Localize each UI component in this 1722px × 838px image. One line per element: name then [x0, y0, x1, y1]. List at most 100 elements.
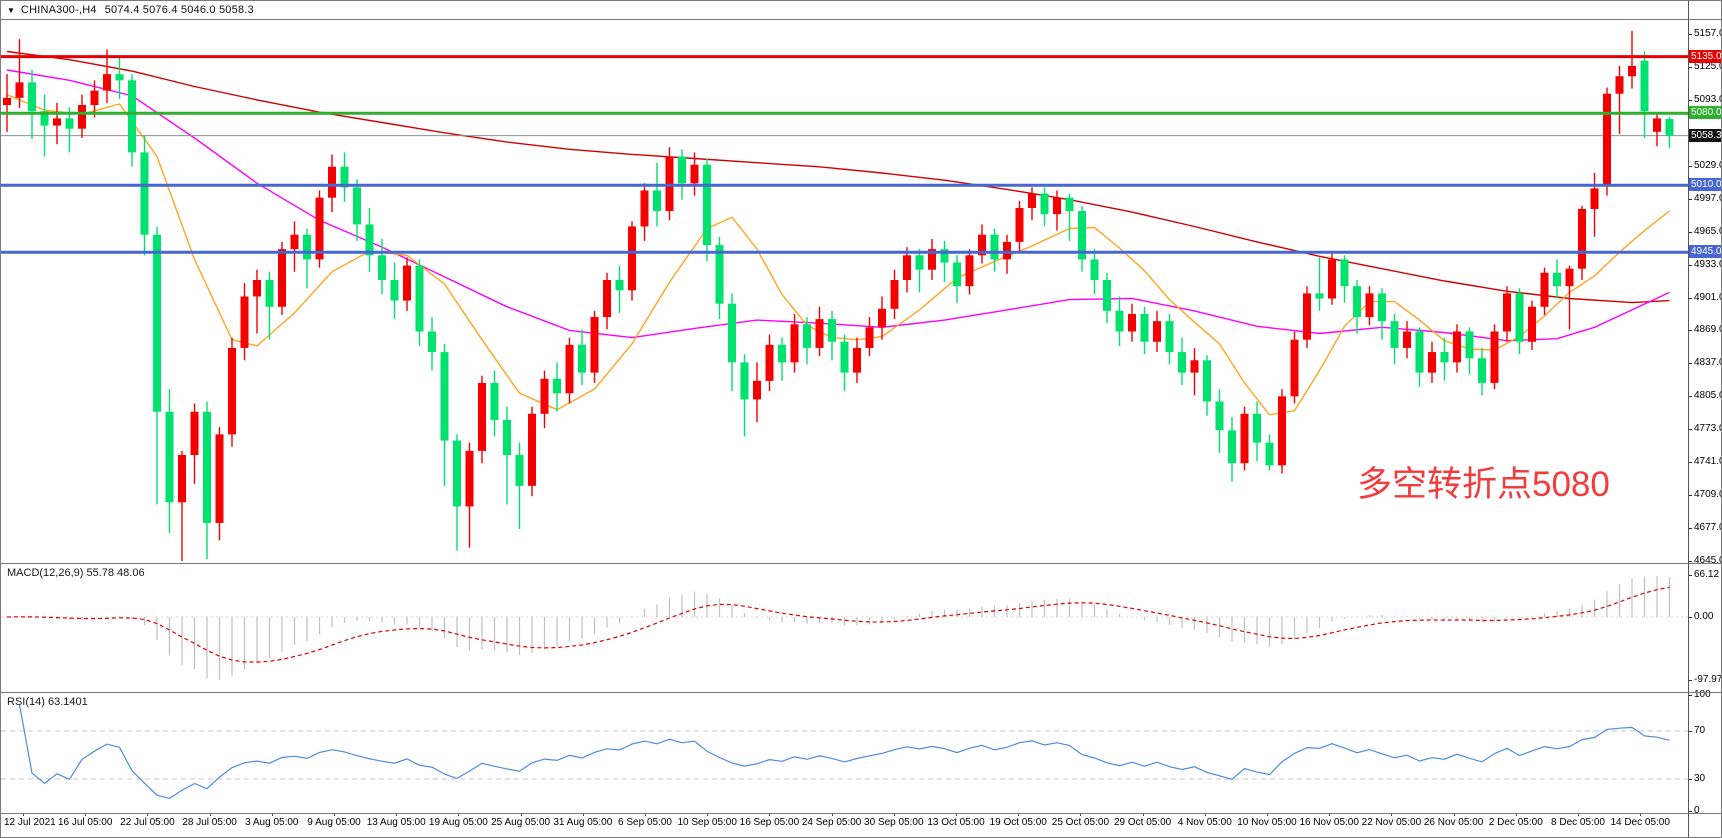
price-tick-label: 5093.0	[1694, 93, 1722, 105]
time-axis-tick	[1329, 813, 1331, 816]
date-label: 19 Oct 05:00	[989, 817, 1047, 828]
macd-signal-line	[6, 586, 1670, 663]
candlestick-series	[3, 30, 1674, 561]
rsi-indicator-label: RSI(14) 63.1401	[7, 696, 88, 708]
price-badge-5010.0: 5010.0	[1689, 178, 1722, 192]
date-label: 16 Sep 05:00	[739, 817, 800, 828]
date-label: 31 Aug 05:00	[553, 817, 613, 828]
rsi-tick-label: 30	[1694, 773, 1706, 784]
price-tick-label: 4773.0	[1694, 423, 1722, 435]
price-axis-tick	[1688, 462, 1692, 464]
date-label: 8 Dec 05:00	[1551, 817, 1605, 828]
date-label: 25 Oct 05:00	[1051, 817, 1110, 828]
price-tick-label: 4741.0	[1694, 456, 1722, 468]
rsi-tick-label: 0	[1694, 805, 1700, 816]
price-axis-tick	[1688, 165, 1692, 167]
time-axis-tick	[1080, 813, 1082, 816]
macd-tick-label: 66.12	[1694, 568, 1720, 580]
price-axis-tick	[1688, 34, 1692, 35]
date-label: 10 Nov 05:00	[1237, 817, 1297, 828]
annotation-text: 多空转折点5080	[1357, 465, 1610, 504]
date-label: 22 Nov 05:00	[1361, 817, 1422, 828]
main-macd-separator	[1, 563, 1721, 564]
rsi-axis-tick	[1688, 695, 1692, 696]
macd-axis-tick	[1688, 679, 1692, 681]
date-label: 10 Sep 05:00	[677, 817, 737, 828]
price-axis-tick	[1688, 528, 1692, 530]
time-axis-tick	[1142, 813, 1144, 816]
rsi-axis-tick	[1688, 779, 1692, 780]
date-label: 4 Nov 05:00	[1177, 817, 1232, 828]
time-axis-tick	[1204, 813, 1206, 816]
date-label: 2 Dec 05:00	[1488, 817, 1543, 828]
date-label: 22 Jul 05:00	[120, 817, 175, 828]
price-axis-tick	[1688, 495, 1692, 497]
time-axis-tick	[1640, 813, 1642, 816]
time-axis-tick	[769, 813, 771, 816]
price-tick-label: 4837.0	[1694, 357, 1722, 369]
time-axis-tick	[582, 813, 584, 816]
time-axis-tick	[1453, 813, 1455, 816]
price-tick-label: 4805.0	[1694, 390, 1722, 402]
date-label: 9 Aug 05:00	[307, 817, 361, 828]
price-axis-tick	[1688, 264, 1692, 266]
price-tick-label: 4709.0	[1694, 489, 1722, 501]
time-axis-tick	[893, 813, 895, 816]
date-label: 26 Nov 05:00	[1423, 817, 1484, 828]
price-axis-tick	[1688, 429, 1692, 431]
slow-ma-line	[6, 50, 1670, 304]
macd-histogram	[18, 576, 1671, 680]
macd-axis-tick	[1688, 574, 1692, 576]
time-axis-tick	[396, 813, 398, 816]
rsi-tick-label: 70	[1694, 725, 1706, 736]
price-axis-tick	[1688, 330, 1692, 332]
price-axis-tick	[1688, 66, 1692, 68]
price-tick-label: 4965.0	[1694, 225, 1722, 237]
rsi-panel[interactable]	[1, 693, 1688, 813]
price-tick-label: 4997.0	[1694, 192, 1722, 204]
price-axis-tick	[1688, 561, 1692, 562]
date-label: 3 Aug 05:00	[245, 817, 299, 828]
time-axis-tick	[520, 813, 522, 816]
time-axis-tick	[1391, 813, 1393, 816]
time-axis-tick	[707, 813, 709, 816]
price-axis-tick	[1688, 363, 1692, 365]
date-label: 25 Aug 05:00	[491, 817, 551, 828]
date-label: 14 Dec 05:00	[1610, 817, 1670, 828]
axis-separator	[1688, 1, 1689, 837]
macd-panel[interactable]	[1, 564, 1688, 692]
time-axis-tick	[209, 813, 211, 816]
macd-indicator-label: MACD(12,26,9) 55.78 48.06	[7, 567, 145, 579]
price-chart-panel[interactable]	[1, 19, 1688, 563]
price-axis-tick	[1688, 396, 1692, 398]
symbol-name: CHINA300-,H4	[20, 4, 97, 16]
time-axis-tick	[85, 813, 87, 816]
date-label: 28 Jul 05:00	[182, 817, 237, 828]
price-tick-label: 4869.0	[1694, 324, 1722, 336]
price-axis-tick	[1688, 297, 1692, 299]
time-axis-tick	[147, 813, 149, 816]
fast-ma-line	[6, 94, 1670, 416]
time-axis-tick	[956, 813, 957, 816]
rsi-line	[18, 704, 1670, 800]
price-tick-label: 4645.0	[1694, 555, 1722, 566]
time-axis-tick	[1267, 813, 1268, 816]
date-label: 6 Sep 05:00	[618, 817, 672, 828]
price-badge-5135.0: 5135.0	[1689, 49, 1722, 63]
time-axis-tick	[1018, 813, 1020, 816]
time-axis-tick	[458, 813, 460, 816]
date-label: 19 Aug 05:00	[428, 817, 488, 828]
date-label: 16 Jul 05:00	[57, 817, 113, 828]
price-tick-label: 4933.0	[1694, 258, 1722, 270]
macd-tick-label: -97.97	[1694, 673, 1722, 685]
price-axis-tick	[1688, 99, 1692, 101]
time-axis-tick	[1578, 813, 1579, 816]
rsi-time-separator	[1, 813, 1721, 814]
price-tick-label: 5029.0	[1694, 159, 1722, 171]
price-badge-5080.0: 5080.0	[1689, 106, 1722, 120]
time-axis-tick	[334, 813, 335, 816]
rsi-tick-label: 100	[1694, 689, 1711, 700]
symbol-dropdown-icon[interactable]: ▼	[7, 5, 15, 15]
symbol-ohlc-values: 5074.4 5076.4 5046.0 5058.3	[104, 4, 254, 16]
